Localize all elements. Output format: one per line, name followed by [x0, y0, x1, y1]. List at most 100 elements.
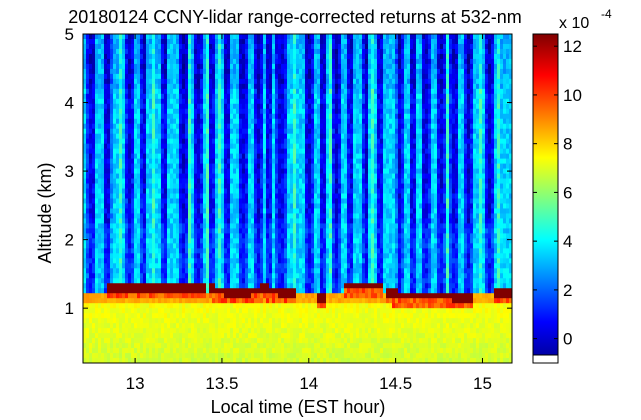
heatmap-cell: [176, 348, 180, 354]
heatmap-cell: [296, 313, 300, 319]
heatmap-cell: [143, 188, 147, 194]
heatmap-cell: [272, 213, 276, 219]
heatmap-cell: [299, 53, 303, 60]
heatmap-cell: [185, 133, 189, 140]
heatmap-cell: [200, 168, 204, 174]
heatmap-cell: [89, 158, 93, 164]
heatmap-cell: [179, 223, 183, 229]
heatmap-cell: [92, 188, 96, 194]
heatmap-cell: [119, 323, 123, 329]
heatmap-cell: [128, 93, 132, 100]
heatmap-cell: [272, 153, 276, 160]
heatmap-cell: [299, 243, 303, 249]
heatmap-cell: [296, 353, 300, 359]
heatmap-cell: [104, 63, 108, 70]
heatmap-cell: [173, 128, 177, 135]
heatmap-cell: [158, 148, 162, 155]
heatmap-cell: [299, 138, 303, 145]
heatmap-cell: [191, 143, 195, 150]
heatmap-cell: [242, 303, 246, 309]
heatmap-cell: [227, 48, 231, 55]
heatmap-cell: [287, 113, 291, 120]
heatmap-cell: [293, 113, 297, 120]
heatmap-cell: [89, 68, 93, 75]
heatmap-cell: [176, 298, 180, 304]
heatmap-cell: [194, 138, 198, 145]
heatmap-cell: [119, 193, 123, 199]
heatmap-cell: [125, 93, 129, 100]
heatmap-cell: [200, 248, 204, 254]
heatmap-cell: [134, 128, 138, 135]
heatmap-cell: [107, 143, 111, 150]
heatmap-cell: [275, 308, 279, 314]
heatmap-cell: [143, 308, 147, 314]
heatmap-cell: [221, 223, 225, 229]
heatmap-cell: [296, 133, 300, 140]
heatmap-cell: [170, 313, 174, 319]
heatmap-cell: [134, 43, 138, 50]
heatmap-cell: [173, 313, 177, 319]
heatmap-cell: [260, 173, 264, 179]
heatmap-cell: [245, 173, 249, 179]
heatmap-cell: [278, 38, 282, 45]
heatmap-cell: [104, 118, 108, 125]
heatmap-cell: [113, 328, 117, 334]
heatmap-cell: [125, 123, 129, 130]
heatmap-cell: [269, 128, 273, 135]
heatmap-cell: [257, 133, 261, 140]
heatmap-cell: [83, 358, 87, 364]
heatmap-cell: [200, 118, 204, 125]
heatmap-cell: [260, 343, 264, 349]
heatmap-cell: [224, 88, 228, 95]
heatmap-cell: [212, 248, 216, 254]
heatmap-cell: [104, 148, 108, 155]
heatmap-cell: [269, 43, 273, 50]
heatmap-cell: [218, 34, 222, 40]
heatmap-cell: [182, 53, 186, 60]
heatmap-cell: [308, 243, 312, 249]
heatmap-cell: [293, 183, 297, 189]
heatmap-cell: [131, 158, 135, 164]
heatmap-cell: [101, 358, 105, 364]
heatmap-cell: [170, 63, 174, 70]
heatmap-cell: [101, 143, 105, 150]
heatmap-cell: [299, 133, 303, 140]
heatmap-cell: [248, 338, 252, 344]
heatmap-cell: [134, 78, 138, 85]
heatmap-cell: [131, 178, 135, 184]
heatmap-cell: [83, 198, 87, 204]
heatmap-cell: [263, 88, 267, 95]
heatmap-cell: [266, 78, 270, 85]
heatmap-cell: [287, 78, 291, 85]
heatmap-cell: [299, 213, 303, 219]
heatmap-cell: [158, 163, 162, 169]
heatmap-cell: [293, 188, 297, 194]
heatmap-cell: [269, 233, 273, 239]
heatmap-cell: [116, 233, 120, 239]
heatmap-cell: [167, 273, 171, 279]
heatmap-cell: [128, 78, 132, 85]
heatmap-cell: [182, 298, 186, 304]
heatmap-cell: [251, 208, 255, 214]
heatmap-cell: [110, 343, 114, 349]
heatmap-cell: [242, 268, 246, 274]
heatmap-cell: [92, 318, 96, 324]
heatmap-cell: [83, 108, 87, 115]
heatmap-cell: [107, 183, 111, 189]
heatmap-cell: [143, 218, 147, 224]
heatmap-cell: [176, 103, 180, 110]
heatmap-cell: [302, 338, 306, 344]
heatmap-cell: [161, 93, 165, 100]
heatmap-cell: [194, 103, 198, 110]
heatmap-cell: [152, 58, 156, 65]
heatmap-cell: [278, 203, 282, 209]
heatmap-cell: [260, 138, 264, 145]
heatmap-cell: [221, 128, 225, 135]
heatmap-cell: [155, 53, 159, 60]
heatmap-cell: [191, 328, 195, 334]
heatmap-cell: [215, 328, 219, 334]
heatmap-cell: [281, 283, 285, 289]
heatmap-cell: [296, 58, 300, 65]
heatmap-cell: [305, 183, 309, 189]
heatmap-cell: [92, 293, 96, 299]
